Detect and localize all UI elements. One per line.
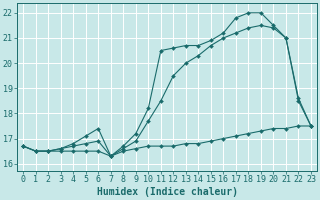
X-axis label: Humidex (Indice chaleur): Humidex (Indice chaleur) [97, 187, 237, 197]
